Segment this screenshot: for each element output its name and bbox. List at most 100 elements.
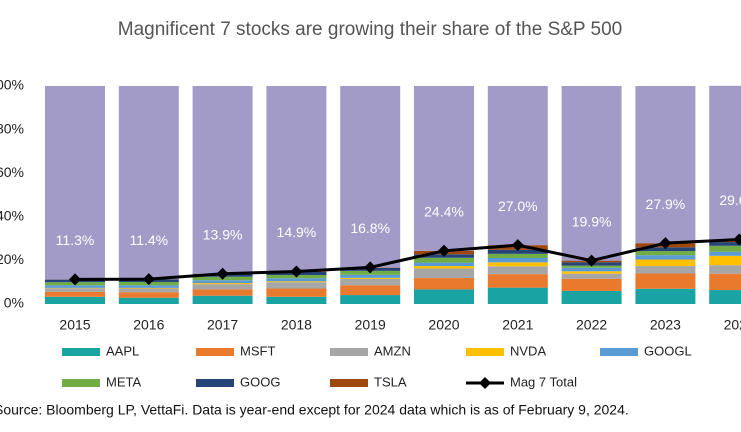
bar-segment — [561, 86, 622, 261]
bar-segment — [414, 257, 474, 263]
bar-segment — [118, 285, 179, 288]
bar-segment — [118, 288, 179, 293]
legend-swatch — [466, 348, 504, 356]
legend-swatch — [330, 348, 368, 356]
line-marker — [438, 244, 450, 257]
line-marker — [585, 254, 598, 267]
legend-marker — [479, 377, 491, 389]
legend-label: Mag 7 Total — [510, 374, 577, 389]
bar-segment — [414, 86, 474, 251]
legend-label: GOOG — [240, 374, 280, 389]
bar-segment — [266, 282, 327, 289]
bar-segment — [487, 253, 548, 259]
line-marker — [142, 273, 155, 286]
chart-title: Magnificent 7 stocks are growing their s… — [118, 19, 622, 40]
bar-segment — [635, 259, 696, 267]
legend-swatch — [62, 379, 100, 387]
bar-segment — [118, 297, 179, 304]
value-label: 27.0% — [498, 198, 538, 214]
bar-segment — [709, 255, 741, 266]
bar-segment — [45, 86, 105, 280]
x-tick-label: 2022 — [576, 317, 607, 333]
y-tick-label: 40% — [0, 208, 24, 224]
line-marker — [69, 273, 81, 286]
bar-segment — [709, 290, 741, 304]
value-label: 13.9% — [203, 226, 243, 242]
legend-swatch — [196, 379, 234, 387]
bar-segment — [192, 280, 253, 284]
bar-segment — [45, 288, 105, 292]
legend-label: NVDA — [510, 343, 546, 358]
bar-segment — [340, 277, 401, 279]
bar-segment — [192, 284, 253, 290]
x-tick-label: 2017 — [207, 317, 238, 333]
bar-segment — [709, 245, 741, 252]
value-label: 16.8% — [350, 220, 390, 236]
bar-segment — [709, 251, 741, 256]
bar-segment — [414, 262, 474, 267]
bar-segment — [192, 295, 253, 304]
bar-segment — [414, 268, 474, 279]
y-tick-label: 80% — [0, 120, 24, 136]
value-label: 11.3% — [56, 232, 95, 248]
x-tick-label: 2024 — [724, 317, 741, 333]
bar-segment — [635, 273, 696, 289]
bar-segment — [487, 86, 548, 246]
bar-segment — [561, 273, 622, 279]
value-label: 24.4% — [424, 204, 464, 220]
y-tick-label: 60% — [0, 164, 24, 180]
line-marker — [733, 233, 741, 246]
bar-segment — [45, 291, 105, 297]
legend-label: GOOGL — [644, 343, 692, 358]
legend-label: META — [106, 374, 141, 389]
x-tick-label: 2021 — [502, 317, 533, 333]
bar-segment — [709, 273, 741, 291]
bar-segment — [266, 278, 327, 282]
bar-segment — [635, 288, 696, 304]
bar-segment — [266, 281, 327, 283]
bar-segment — [709, 265, 741, 274]
bar-segment — [266, 86, 327, 272]
source-note: Source: Bloomberg LP, VettaFi. Data is y… — [0, 402, 629, 418]
value-label: 29.6% — [719, 192, 741, 208]
bar-segment — [561, 267, 622, 272]
x-tick-label: 2020 — [428, 317, 459, 333]
bar-segment — [561, 271, 622, 274]
bar-segment — [192, 283, 253, 285]
bar-segment — [266, 288, 327, 297]
bar-segment — [45, 296, 105, 304]
x-tick-label: 2015 — [59, 317, 90, 333]
y-tick-label: 20% — [0, 251, 24, 267]
bar-segment — [487, 287, 548, 304]
bar-segment — [561, 265, 622, 268]
bar-segment — [45, 285, 105, 288]
legend-swatch — [62, 348, 100, 356]
legend-swatch — [196, 348, 234, 356]
legend-label: MSFT — [240, 343, 275, 358]
bar-segment — [340, 278, 401, 286]
bar-segment — [709, 85, 741, 240]
legend-label: AMZN — [374, 343, 411, 358]
x-tick-label: 2018 — [281, 317, 312, 333]
x-tick-label: 2019 — [355, 317, 386, 333]
value-label: 19.9% — [572, 213, 612, 229]
bar-segment — [118, 86, 179, 280]
y-tick-label: 0% — [4, 295, 24, 311]
bar-segment — [635, 266, 696, 274]
bar-segment — [414, 289, 474, 304]
bar-segment — [192, 86, 253, 274]
bar-segment — [118, 287, 179, 289]
value-label: 14.9% — [277, 224, 317, 240]
bar-segment — [266, 296, 327, 304]
bar-segment — [414, 278, 474, 290]
legend-label: AAPL — [106, 343, 139, 358]
x-tick-label: 2023 — [650, 317, 681, 333]
bar-segment — [561, 278, 622, 291]
bar-segment — [635, 86, 696, 244]
bar-segment — [340, 86, 401, 268]
legend-swatch — [330, 379, 368, 387]
legend-swatch — [600, 348, 638, 356]
bar-segment — [709, 242, 741, 246]
